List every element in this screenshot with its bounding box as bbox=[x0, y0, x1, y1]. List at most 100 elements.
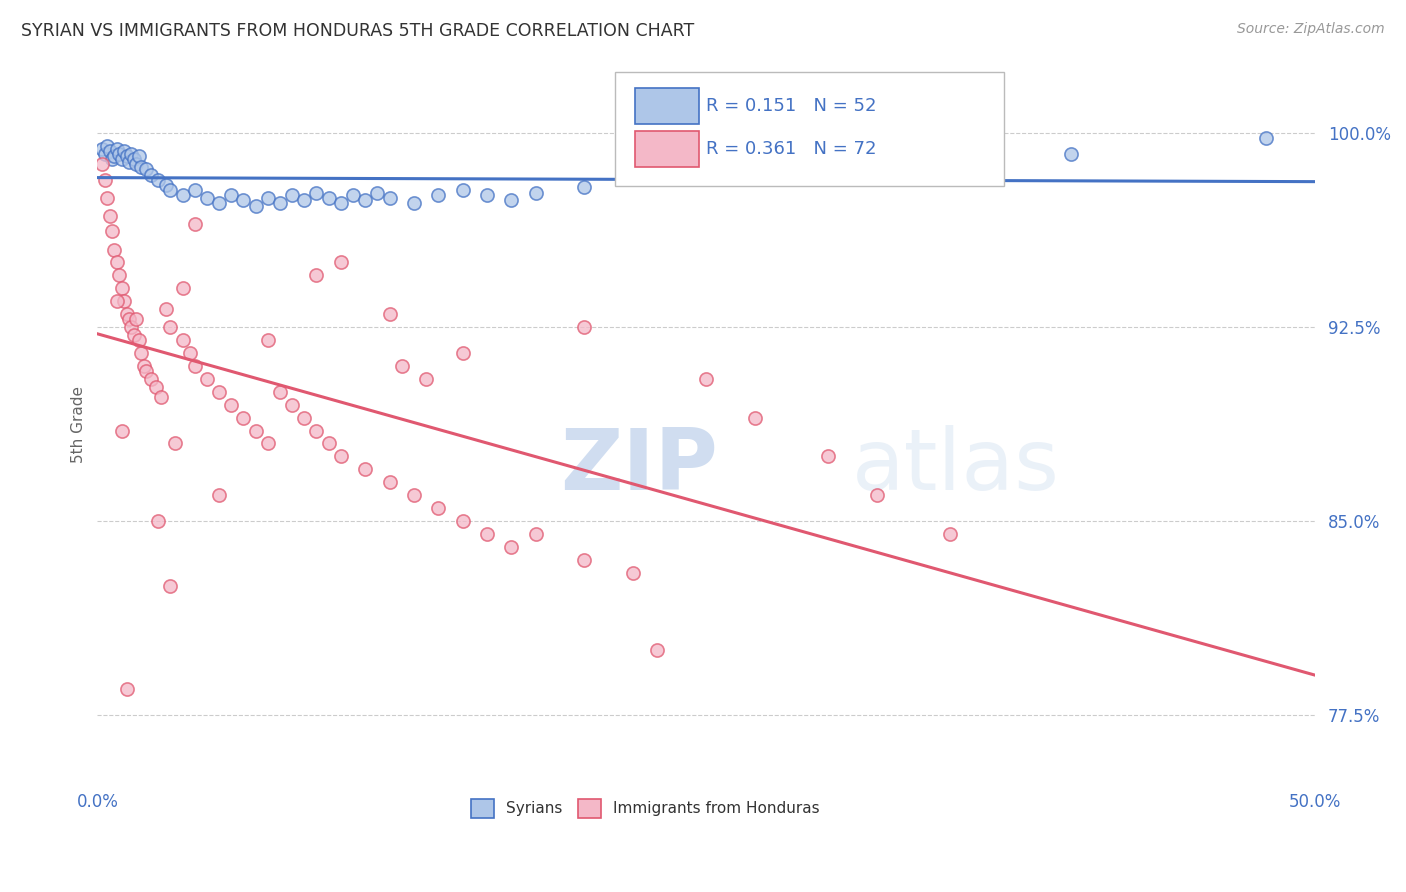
FancyBboxPatch shape bbox=[636, 131, 699, 167]
Text: Source: ZipAtlas.com: Source: ZipAtlas.com bbox=[1237, 22, 1385, 37]
Text: SYRIAN VS IMMIGRANTS FROM HONDURAS 5TH GRADE CORRELATION CHART: SYRIAN VS IMMIGRANTS FROM HONDURAS 5TH G… bbox=[21, 22, 695, 40]
Point bbox=[159, 183, 181, 197]
Point bbox=[817, 162, 839, 177]
Point bbox=[108, 146, 131, 161]
Point bbox=[281, 398, 304, 412]
Point bbox=[269, 384, 291, 399]
Point bbox=[318, 191, 340, 205]
Point bbox=[292, 410, 315, 425]
Point bbox=[695, 170, 717, 185]
Point bbox=[744, 410, 766, 425]
Point bbox=[451, 183, 474, 197]
Text: R = 0.151   N = 52: R = 0.151 N = 52 bbox=[706, 97, 876, 115]
Point bbox=[155, 301, 177, 316]
Point bbox=[115, 149, 138, 163]
Point bbox=[101, 152, 124, 166]
Point bbox=[427, 501, 450, 516]
Point bbox=[269, 196, 291, 211]
Point bbox=[378, 475, 401, 490]
Point bbox=[93, 172, 115, 186]
Point bbox=[245, 424, 267, 438]
Point bbox=[122, 327, 145, 342]
Point bbox=[305, 424, 328, 438]
Point bbox=[232, 194, 254, 208]
Point bbox=[148, 514, 170, 528]
Point bbox=[208, 384, 231, 399]
Point bbox=[318, 436, 340, 450]
Point bbox=[329, 255, 352, 269]
Point bbox=[865, 488, 887, 502]
Point bbox=[148, 172, 170, 186]
Point bbox=[427, 188, 450, 202]
Point bbox=[93, 146, 115, 161]
Point bbox=[256, 333, 278, 347]
Point bbox=[574, 553, 596, 567]
Point bbox=[402, 488, 425, 502]
Point bbox=[115, 682, 138, 697]
Y-axis label: 5th Grade: 5th Grade bbox=[72, 385, 86, 463]
Point bbox=[172, 281, 194, 295]
Point bbox=[402, 196, 425, 211]
Point bbox=[96, 191, 118, 205]
Point bbox=[172, 333, 194, 347]
Point bbox=[208, 196, 231, 211]
Point bbox=[1060, 146, 1083, 161]
FancyBboxPatch shape bbox=[636, 88, 699, 124]
Point bbox=[475, 527, 498, 541]
Point bbox=[105, 294, 128, 309]
Point bbox=[118, 312, 141, 326]
Point bbox=[145, 379, 167, 393]
Point bbox=[219, 188, 242, 202]
Point bbox=[342, 188, 364, 202]
Point bbox=[96, 139, 118, 153]
Point bbox=[501, 194, 523, 208]
Point bbox=[149, 390, 172, 404]
Point bbox=[139, 372, 162, 386]
Point bbox=[817, 450, 839, 464]
Point bbox=[329, 450, 352, 464]
Point bbox=[155, 178, 177, 192]
Point bbox=[524, 527, 547, 541]
Point bbox=[451, 346, 474, 360]
Point bbox=[135, 364, 157, 378]
Point bbox=[256, 436, 278, 450]
Point bbox=[184, 183, 207, 197]
Point bbox=[378, 307, 401, 321]
Point bbox=[415, 372, 437, 386]
Text: atlas: atlas bbox=[852, 425, 1060, 508]
Point bbox=[128, 149, 150, 163]
Point bbox=[120, 320, 142, 334]
Point bbox=[112, 294, 135, 309]
Point bbox=[281, 188, 304, 202]
Point bbox=[139, 168, 162, 182]
Point bbox=[159, 320, 181, 334]
Text: ZIP: ZIP bbox=[560, 425, 717, 508]
Point bbox=[98, 209, 121, 223]
Point bbox=[132, 359, 155, 373]
Point bbox=[105, 255, 128, 269]
Point bbox=[329, 196, 352, 211]
Point bbox=[305, 268, 328, 283]
Point bbox=[105, 142, 128, 156]
Point bbox=[391, 359, 413, 373]
Point bbox=[98, 145, 121, 159]
Point bbox=[112, 145, 135, 159]
Point bbox=[165, 436, 187, 450]
Point bbox=[91, 157, 114, 171]
Point bbox=[101, 224, 124, 238]
Point bbox=[129, 346, 152, 360]
Legend: Syrians, Immigrants from Honduras: Syrians, Immigrants from Honduras bbox=[464, 791, 827, 825]
Point bbox=[574, 180, 596, 194]
Point bbox=[159, 579, 181, 593]
Point bbox=[524, 186, 547, 200]
Point bbox=[305, 186, 328, 200]
Point bbox=[122, 152, 145, 166]
FancyBboxPatch shape bbox=[614, 72, 1004, 186]
Point bbox=[208, 488, 231, 502]
Point bbox=[111, 152, 134, 166]
Point bbox=[378, 191, 401, 205]
Point bbox=[1256, 131, 1278, 145]
Point bbox=[115, 307, 138, 321]
Text: R = 0.361   N = 72: R = 0.361 N = 72 bbox=[706, 140, 876, 158]
Point bbox=[621, 566, 644, 580]
